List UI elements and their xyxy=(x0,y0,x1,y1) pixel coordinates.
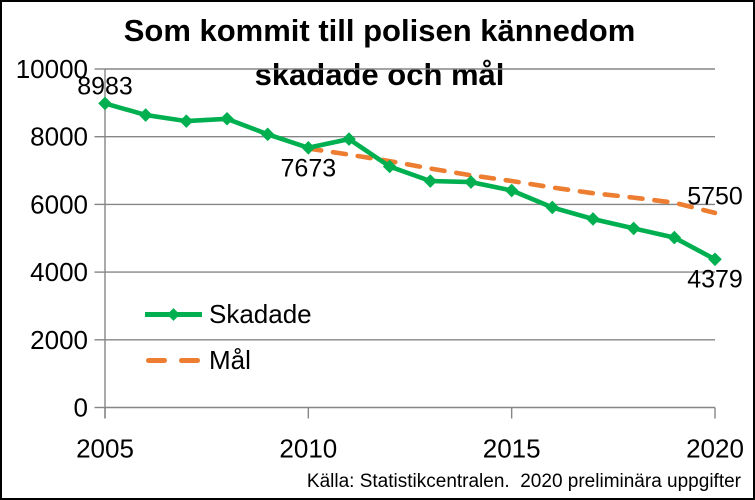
diamond-marker xyxy=(423,174,438,188)
legend-item-mal: Mål xyxy=(145,337,312,383)
mal-dash-swatch xyxy=(145,353,202,368)
y-axis-label-8000: 8000 xyxy=(30,122,88,152)
legend-item-skadade: Skadade xyxy=(145,291,312,337)
chart-title: Som kommit till polisen kännedom skadade… xyxy=(2,9,753,97)
diamond-marker xyxy=(504,183,519,198)
legend: Skadade Mål xyxy=(145,291,312,383)
x-axis-label-2020: 2020 xyxy=(686,434,744,464)
diamond-marker-icon xyxy=(167,307,180,321)
y-axis-label-2000: 2000 xyxy=(30,325,88,355)
diamond-marker xyxy=(382,159,397,174)
diamond-marker xyxy=(464,175,478,189)
diamond-marker xyxy=(98,96,112,111)
source-note: Källa: Statistikcentralen. 2020 prelimin… xyxy=(306,471,741,492)
diamond-marker xyxy=(179,114,194,128)
legend-label-skadade: Skadade xyxy=(209,298,312,329)
dash-icon xyxy=(179,357,200,363)
diamond-marker xyxy=(342,132,356,146)
diamond-marker xyxy=(667,230,682,245)
diamond-marker xyxy=(301,140,316,155)
value-label-5750: 5750 xyxy=(687,182,743,211)
diamond-marker xyxy=(260,127,275,142)
diamond-marker xyxy=(626,221,641,236)
diamond-marker xyxy=(708,252,722,267)
x-axis-label-2015: 2015 xyxy=(483,434,541,464)
y-axis-label-4000: 4000 xyxy=(30,257,88,287)
skadade-series-line xyxy=(104,101,717,262)
y-axis-label-0: 0 xyxy=(74,393,88,423)
x-axis-label-2010: 2010 xyxy=(279,434,337,464)
value-label-7673: 7673 xyxy=(280,154,337,183)
mal-series-line xyxy=(306,146,718,216)
x-axis-label-2005: 2005 xyxy=(76,434,134,464)
y-axis-label-10000: 10000 xyxy=(16,54,88,84)
diamond-marker xyxy=(586,212,600,226)
y-axis-label-6000: 6000 xyxy=(30,189,88,219)
chart-title-line1: Som kommit till polisen kännedom xyxy=(123,13,636,48)
value-label-4379: 4379 xyxy=(687,265,743,294)
value-label-8983: 8983 xyxy=(77,72,133,101)
dash-icon xyxy=(146,357,167,363)
skadade-line-swatch xyxy=(145,307,202,322)
legend-label-mal: Mål xyxy=(209,344,251,375)
chart-title-line2: skadade och mål xyxy=(254,57,505,92)
diamond-marker xyxy=(138,108,153,122)
diamond-marker xyxy=(220,111,234,126)
diamond-marker xyxy=(545,200,560,215)
